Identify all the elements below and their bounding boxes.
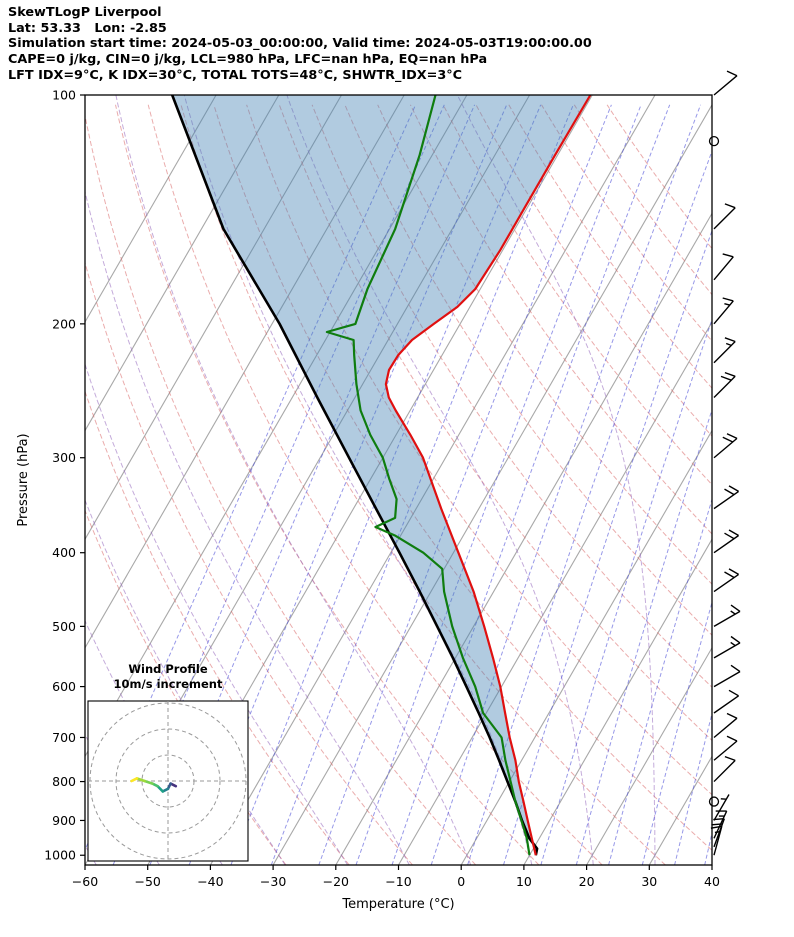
wind-barb bbox=[713, 337, 736, 364]
x-tick-label: −60 bbox=[72, 874, 98, 889]
y-tick-label: 600 bbox=[52, 679, 76, 694]
x-axis-label: Temperature (°C) bbox=[341, 897, 454, 912]
wind-barb bbox=[713, 70, 738, 96]
x-tick-label: −50 bbox=[135, 874, 161, 889]
wind-barb bbox=[713, 755, 736, 783]
y-tick-label: 300 bbox=[52, 450, 76, 465]
hodograph-title-line1: Wind Profile bbox=[128, 662, 208, 676]
wind-barb bbox=[713, 433, 738, 459]
hodograph-trace bbox=[130, 777, 178, 793]
wind-barb bbox=[713, 712, 738, 739]
y-tick-label: 500 bbox=[52, 619, 76, 634]
wind-barbs bbox=[708, 70, 741, 856]
wind-barb bbox=[713, 485, 740, 510]
figure-title: SkewTLogP Liverpool bbox=[8, 5, 162, 20]
y-tick-label: 100 bbox=[52, 88, 76, 103]
wind-barb bbox=[711, 818, 725, 848]
wind-barb bbox=[713, 664, 741, 688]
wind-barb bbox=[713, 203, 736, 230]
figure-header: SkewTLogP Liverpool Lat: 53.33 Lon: -2.8… bbox=[8, 5, 592, 84]
wind-barb bbox=[713, 371, 736, 399]
figure-indices-2: LFT IDX=9°C, K IDX=30°C, TOTAL TOTS=48°C… bbox=[8, 67, 463, 83]
wind-barb bbox=[713, 297, 734, 325]
calm-circle bbox=[708, 796, 720, 807]
y-tick-label: 400 bbox=[52, 545, 76, 560]
x-tick-label: 40 bbox=[704, 874, 720, 889]
x-tick-label: 0 bbox=[457, 874, 465, 889]
y-tick-label: 800 bbox=[52, 774, 76, 789]
figure-latlon: Lat: 53.33 Lon: -2.85 bbox=[8, 20, 167, 36]
y-tick-label: 200 bbox=[52, 316, 76, 331]
isotherm-lines bbox=[85, 95, 712, 865]
figure-indices-1: CAPE=0 j/kg, CIN=0 j/kg, LCL=980 hPa, LF… bbox=[8, 52, 488, 68]
x-tick-label: 10 bbox=[516, 874, 532, 889]
x-tick-label: −40 bbox=[197, 874, 223, 889]
calm-circle bbox=[708, 135, 720, 147]
hodograph-rings bbox=[88, 701, 248, 861]
y-tick-label: 1000 bbox=[44, 848, 76, 863]
wind-barb bbox=[713, 568, 740, 593]
y-tick-label: 900 bbox=[52, 813, 76, 828]
wind-barb bbox=[710, 825, 723, 856]
wind-barb bbox=[713, 604, 741, 627]
cape-shading bbox=[172, 95, 591, 856]
x-tick-label: −30 bbox=[260, 874, 286, 889]
wind-barb bbox=[713, 689, 740, 714]
x-tick-label: 30 bbox=[641, 874, 657, 889]
temperature-curve bbox=[384, 95, 592, 856]
wind-barb bbox=[713, 794, 730, 821]
wind-barb bbox=[713, 253, 734, 281]
wind-barb bbox=[713, 735, 738, 761]
x-tick-label: −20 bbox=[323, 874, 349, 889]
x-tick-label: 20 bbox=[579, 874, 595, 889]
wind-barb bbox=[708, 796, 720, 807]
figure-times: Simulation start time: 2024-05-03_00:00:… bbox=[8, 36, 592, 52]
x-tick-label: −10 bbox=[385, 874, 411, 889]
y-axis-label: Pressure (hPa) bbox=[16, 433, 31, 526]
y-tick-label: 700 bbox=[52, 730, 76, 745]
axes: −60 −50 −40 −30 −20 −10 0 10 20 30 40 100 200 300 400 5… bbox=[16, 88, 720, 913]
hodograph-title-line2: 10m/s increment bbox=[114, 677, 223, 691]
wind-barb bbox=[708, 135, 720, 147]
dewpoint-curve bbox=[325, 95, 531, 856]
wind-barb bbox=[713, 635, 741, 659]
wind-barb bbox=[713, 529, 740, 554]
dry-adiabat-lines bbox=[85, 104, 712, 865]
